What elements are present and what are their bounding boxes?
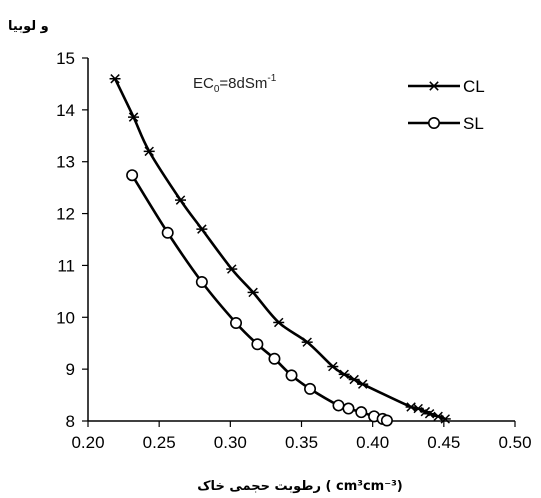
- data-point-sl: [380, 414, 393, 427]
- asterisk-stroke: [433, 411, 443, 422]
- legend: CL SL: [408, 77, 485, 133]
- series-cl: [109, 74, 451, 424]
- x-axis-label-unit: cm³cm⁻³: [336, 479, 397, 494]
- x-axis-label: رطوبت حجمی خاک ( cm³cm⁻³): [197, 479, 402, 494]
- data-point-cl: [424, 409, 436, 419]
- asterisk-stroke: [197, 224, 207, 234]
- asterisk-stroke: [128, 112, 139, 122]
- legend-swatch-marker: [427, 117, 440, 130]
- asterisk-stroke: [227, 264, 237, 274]
- data-point-cl: [357, 379, 369, 389]
- data-point-cl: [327, 361, 339, 372]
- y-tick-label: 8: [66, 412, 75, 431]
- legend-label: SL: [463, 114, 484, 133]
- annotation-sub: 0: [214, 84, 220, 95]
- asterisk-stroke: [429, 81, 439, 91]
- asterisk-stroke: [302, 337, 312, 347]
- data-point-sl: [332, 399, 345, 412]
- data-point-sl: [268, 352, 281, 365]
- annotation-main: =8dSm: [219, 75, 267, 92]
- annotation-sup: -1: [267, 73, 276, 84]
- legend-label: CL: [463, 77, 485, 96]
- data-point-cl: [348, 374, 360, 385]
- data-point-sl: [342, 402, 355, 415]
- asterisk-stroke: [339, 369, 349, 380]
- legend-item-cl: CL: [408, 77, 485, 96]
- data-point-cl: [175, 195, 187, 205]
- asterisk-stroke: [413, 403, 423, 414]
- x-tick-label: 0.25: [143, 433, 176, 452]
- data-point-cl: [109, 74, 121, 84]
- data-point-cl: [143, 146, 155, 157]
- annotation-base: EC: [193, 75, 214, 92]
- asterisk-stroke: [248, 287, 258, 298]
- data-point-sl: [355, 406, 368, 419]
- data-point-cl: [405, 402, 417, 412]
- annotation-ec: EC0=8dSm-1: [193, 73, 277, 95]
- data-point-sl: [285, 369, 298, 382]
- data-point-sl: [126, 169, 139, 182]
- asterisk-stroke: [406, 402, 416, 412]
- data-point-cl: [226, 264, 238, 274]
- legend-item-sl: SL: [408, 114, 484, 133]
- data-point-cl: [196, 224, 208, 234]
- data-point-sl: [161, 226, 174, 239]
- y-tick-label: 14: [56, 101, 75, 120]
- series-sl: [126, 169, 393, 427]
- x-axis-label-close: ): [397, 479, 403, 494]
- asterisk-stroke: [175, 195, 186, 205]
- x-tick-label: 0.45: [427, 433, 460, 452]
- data-point-cl: [439, 414, 451, 424]
- data-point-cl: [338, 369, 350, 380]
- asterisk-stroke: [357, 379, 368, 389]
- data-point-sl: [304, 382, 317, 395]
- series-line-sl: [131, 174, 388, 422]
- asterisk-stroke: [110, 74, 120, 84]
- x-tick-label: 0.30: [214, 433, 247, 452]
- x-tick-label: 0.35: [285, 433, 318, 452]
- asterisk-stroke: [420, 406, 431, 417]
- series-layer: [109, 74, 451, 427]
- y-tick-label: 12: [56, 205, 75, 224]
- x-tick-label: 0.20: [71, 433, 104, 452]
- data-point-cl: [247, 287, 259, 298]
- x-tick-label: 0.50: [498, 433, 531, 452]
- y-tick-label: 15: [56, 49, 75, 68]
- data-point-sl: [251, 338, 264, 351]
- asterisk-stroke: [424, 409, 435, 419]
- axes: 8 9 10 11 12 13 14 15 0.20 0.25 0.30 0.35 0.40 0.45 0.…: [56, 49, 531, 452]
- data-point-sl: [195, 276, 208, 289]
- y-tick-label: 10: [56, 308, 75, 327]
- x-axis-label-text: رطوبت حجمی خاک: [197, 479, 321, 494]
- series-line-cl: [113, 78, 446, 421]
- asterisk-stroke: [328, 361, 338, 372]
- y-tick-label: 13: [56, 153, 75, 172]
- asterisk-stroke: [440, 414, 450, 424]
- x-axis-label-open: (: [326, 479, 332, 494]
- x-tick-label: 0.40: [356, 433, 389, 452]
- asterisk-stroke: [349, 374, 359, 385]
- data-point-sl: [230, 316, 243, 329]
- legend-swatch-marker: [428, 81, 440, 91]
- y-axis-label: و لوبیا: [8, 19, 49, 34]
- asterisk-stroke: [273, 317, 284, 328]
- data-point-cl: [301, 337, 313, 347]
- y-tick-label: 9: [66, 360, 75, 379]
- y-tick-label: 11: [57, 256, 75, 275]
- asterisk-stroke: [144, 146, 154, 157]
- data-point-cl: [273, 317, 285, 328]
- data-point-cl: [128, 112, 140, 122]
